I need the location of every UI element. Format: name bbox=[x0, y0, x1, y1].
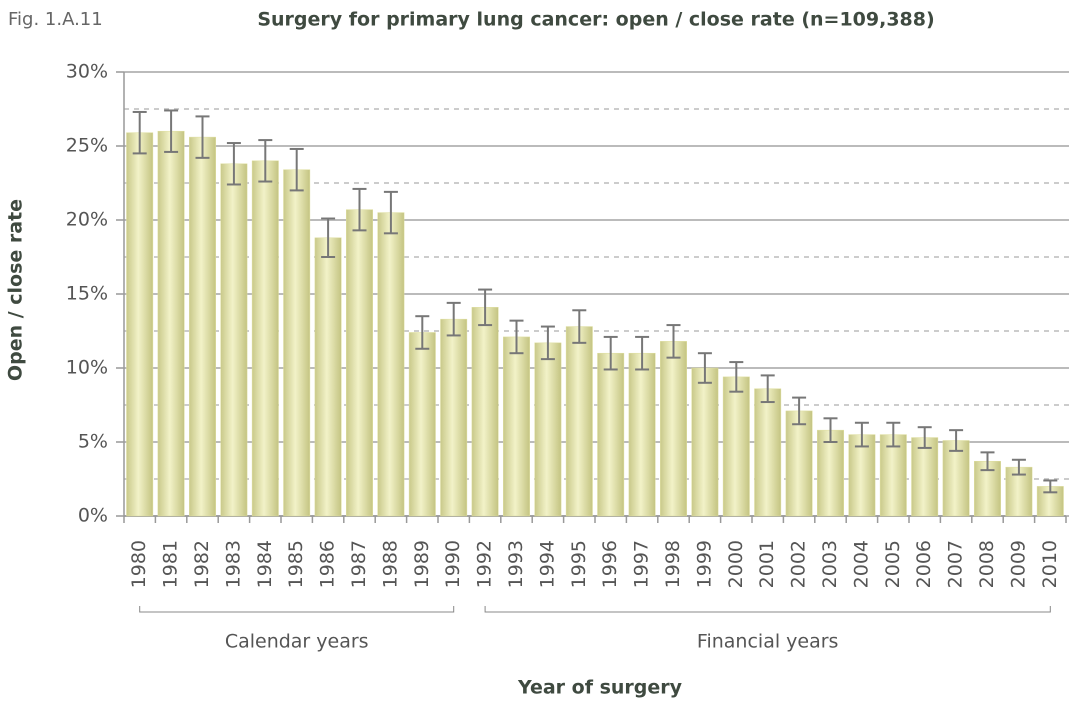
figure-label: Fig. 1.A.11 bbox=[8, 9, 103, 30]
y-tick-label: 30% bbox=[66, 61, 108, 83]
group-label: Calendar years bbox=[225, 631, 369, 653]
x-tick-label: 1987 bbox=[348, 540, 370, 588]
y-tick-label: 25% bbox=[66, 135, 108, 157]
x-tick-label: 2002 bbox=[788, 540, 810, 588]
x-tick-label: 1998 bbox=[662, 540, 684, 588]
bar bbox=[503, 336, 530, 517]
x-tick-label: 1994 bbox=[536, 540, 558, 588]
x-tick-label: 1989 bbox=[411, 540, 433, 588]
bar bbox=[220, 163, 248, 517]
x-tick-label: 1980 bbox=[128, 540, 150, 588]
x-tick-label: 1993 bbox=[505, 540, 527, 588]
bar bbox=[283, 169, 311, 517]
x-tick-label: 1995 bbox=[568, 540, 590, 588]
bar bbox=[660, 341, 687, 517]
x-axis-label: Year of surgery bbox=[517, 677, 683, 699]
bar bbox=[251, 160, 279, 517]
bar bbox=[157, 130, 185, 517]
bar bbox=[408, 332, 436, 517]
x-tick-label: 1982 bbox=[191, 540, 213, 588]
bar bbox=[942, 440, 970, 517]
x-tick-label: 2006 bbox=[913, 540, 935, 588]
x-tick-label: 1997 bbox=[631, 540, 653, 588]
x-tick-label: 1986 bbox=[317, 540, 339, 588]
y-tick-label: 10% bbox=[66, 357, 108, 379]
x-tick-label: 2005 bbox=[882, 540, 904, 588]
bar bbox=[471, 307, 499, 517]
x-tick-label: 1985 bbox=[285, 540, 307, 588]
group-bracket bbox=[484, 606, 1051, 613]
y-tick-label: 15% bbox=[66, 283, 108, 305]
group-bracket bbox=[139, 606, 455, 613]
y-tick-label: 5% bbox=[78, 431, 108, 453]
x-tick-label: 1996 bbox=[599, 540, 621, 588]
bar bbox=[126, 132, 154, 517]
chart-title: Surgery for primary lung cancer: open / … bbox=[257, 9, 934, 31]
x-tick-label: 2007 bbox=[945, 540, 967, 588]
x-tick-label: 2009 bbox=[1007, 540, 1029, 588]
bar bbox=[440, 318, 468, 517]
bar bbox=[189, 136, 216, 517]
x-tick-label: 2003 bbox=[819, 540, 841, 588]
x-tick-label: 2000 bbox=[725, 540, 747, 588]
bar bbox=[314, 237, 342, 517]
x-tick-label: 1988 bbox=[379, 540, 401, 588]
y-tick-label: 0% bbox=[78, 505, 108, 527]
y-axis-label: Open / close rate bbox=[5, 199, 27, 381]
x-tick-label: 2004 bbox=[850, 540, 872, 588]
x-tick-label: 1992 bbox=[474, 540, 496, 588]
bar bbox=[848, 434, 876, 517]
bar bbox=[911, 437, 939, 517]
x-tick-label: 2010 bbox=[1039, 540, 1061, 588]
bar bbox=[785, 410, 813, 517]
x-tick-label: 1984 bbox=[254, 540, 276, 588]
bar bbox=[817, 429, 844, 517]
bar bbox=[377, 212, 405, 517]
x-tick-label: 2008 bbox=[976, 540, 998, 588]
bar bbox=[628, 352, 656, 517]
x-tick-label: 1981 bbox=[160, 540, 182, 588]
bar bbox=[346, 209, 373, 517]
bar bbox=[691, 367, 719, 517]
x-tick-label: 1990 bbox=[442, 540, 464, 588]
group-label: Financial years bbox=[697, 631, 839, 653]
bar bbox=[534, 342, 562, 517]
x-tick-label: 2001 bbox=[756, 540, 778, 588]
x-tick-label: 1983 bbox=[222, 540, 244, 588]
x-tick-label: 1999 bbox=[693, 540, 715, 588]
bar bbox=[565, 326, 593, 517]
y-tick-label: 20% bbox=[66, 209, 108, 231]
bar bbox=[722, 376, 750, 517]
bar bbox=[597, 352, 625, 517]
bar bbox=[754, 388, 782, 517]
